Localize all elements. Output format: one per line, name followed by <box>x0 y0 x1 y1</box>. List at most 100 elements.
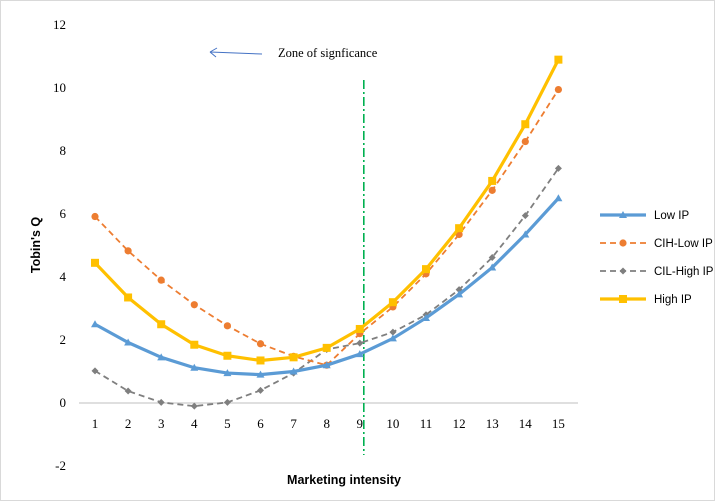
series-cil-high-ip <box>91 164 562 410</box>
data-point <box>256 370 265 378</box>
y-tick-label: 2 <box>60 332 67 347</box>
legend-marker <box>619 267 627 275</box>
y-axis-ticks: -2 0 2 4 6 8 10 12 <box>53 17 67 473</box>
data-point <box>91 212 99 221</box>
data-point <box>223 369 232 377</box>
data-point <box>488 186 496 194</box>
legend-marker <box>619 239 627 247</box>
data-point <box>190 301 198 309</box>
x-axis-ticks: 1 2 3 4 5 6 7 8 9 10 11 12 13 14 15 <box>92 416 565 431</box>
y-axis-title: Tobin's Q <box>29 217 43 273</box>
series-line <box>93 58 560 363</box>
data-point <box>223 398 231 406</box>
data-point <box>157 276 165 284</box>
data-point <box>223 351 232 360</box>
data-point <box>91 258 99 267</box>
data-point <box>422 265 430 274</box>
x-tick-label: 7 <box>290 416 297 431</box>
data-point <box>322 361 331 369</box>
data-point <box>521 230 530 238</box>
series-layer <box>91 55 563 410</box>
data-point <box>554 164 562 172</box>
data-point <box>190 340 199 349</box>
y-tick-label: 6 <box>60 206 67 221</box>
data-point <box>157 320 166 329</box>
data-point <box>322 343 331 352</box>
data-point <box>190 363 199 371</box>
data-point <box>157 353 166 361</box>
x-tick-label: 11 <box>420 416 433 431</box>
y-tick-label: 10 <box>53 80 66 95</box>
x-tick-label: 2 <box>125 416 132 431</box>
x-tick-label: 4 <box>191 416 198 431</box>
x-tick-label: 15 <box>552 416 565 431</box>
legend-label: CIL-High IP <box>654 266 714 278</box>
series-high-ip <box>91 55 563 365</box>
data-point <box>91 367 99 375</box>
data-point <box>521 120 530 129</box>
legend-label: Low IP <box>654 210 689 222</box>
x-tick-label: 8 <box>323 416 330 431</box>
data-point <box>256 356 265 365</box>
legend-marker <box>619 211 627 218</box>
x-tick-label: 10 <box>386 416 399 431</box>
data-point <box>488 263 497 271</box>
y-tick-label: 4 <box>60 269 67 284</box>
data-point <box>157 398 165 406</box>
annotation-arrow-line <box>209 51 263 55</box>
data-point <box>356 339 364 347</box>
x-tick-label: 12 <box>453 416 466 431</box>
legend-item: CIH-Low IP <box>600 238 713 250</box>
x-tick-label: 14 <box>519 416 533 431</box>
data-point <box>257 386 264 394</box>
data-point <box>91 320 99 328</box>
data-point <box>256 340 265 348</box>
data-point <box>554 55 563 64</box>
data-point <box>521 212 529 220</box>
data-point <box>124 247 132 255</box>
y-tick-label: 0 <box>60 395 67 410</box>
series-line <box>94 167 560 408</box>
legend-item: CIL-High IP <box>600 266 714 278</box>
data-point <box>223 322 231 330</box>
y-tick-label: 12 <box>53 17 66 32</box>
data-point <box>388 298 397 307</box>
annotation: Zone of signficance <box>209 46 378 60</box>
data-point <box>521 137 529 146</box>
data-point <box>355 324 364 333</box>
y-tick-label: -2 <box>55 458 66 473</box>
x-tick-label: 6 <box>257 416 264 431</box>
y-tick-label: 8 <box>60 143 67 158</box>
data-point <box>355 350 364 358</box>
series-cih-low-ip <box>91 85 563 369</box>
legend-item: Low IP <box>600 210 689 222</box>
data-point <box>124 293 133 302</box>
data-point <box>554 194 563 202</box>
x-tick-label: 13 <box>486 416 499 431</box>
data-point <box>488 176 497 185</box>
x-tick-label: 3 <box>158 416 165 431</box>
legend-item: High IP <box>600 294 692 306</box>
legend-marker <box>619 295 627 303</box>
data-point <box>388 334 397 342</box>
data-point <box>554 85 563 94</box>
x-tick-label: 9 <box>357 416 364 431</box>
annotation-text: Zone of signficance <box>278 46 378 60</box>
data-point <box>389 328 397 336</box>
legend: Low IP CIH-Low IP CIL-High IP High IP <box>600 210 714 306</box>
annotation-arrow-head-icon <box>209 47 218 58</box>
x-tick-label: 1 <box>92 416 99 431</box>
data-point <box>488 253 496 261</box>
data-point <box>124 387 132 395</box>
series-low-ip <box>91 194 563 378</box>
data-point <box>190 402 198 410</box>
data-point <box>289 353 298 362</box>
x-axis-title: Marketing intensity <box>287 473 401 487</box>
data-point <box>455 290 464 298</box>
legend-label: High IP <box>654 294 692 306</box>
data-point <box>455 224 464 233</box>
data-point <box>289 367 298 375</box>
x-tick-label: 5 <box>224 416 231 431</box>
